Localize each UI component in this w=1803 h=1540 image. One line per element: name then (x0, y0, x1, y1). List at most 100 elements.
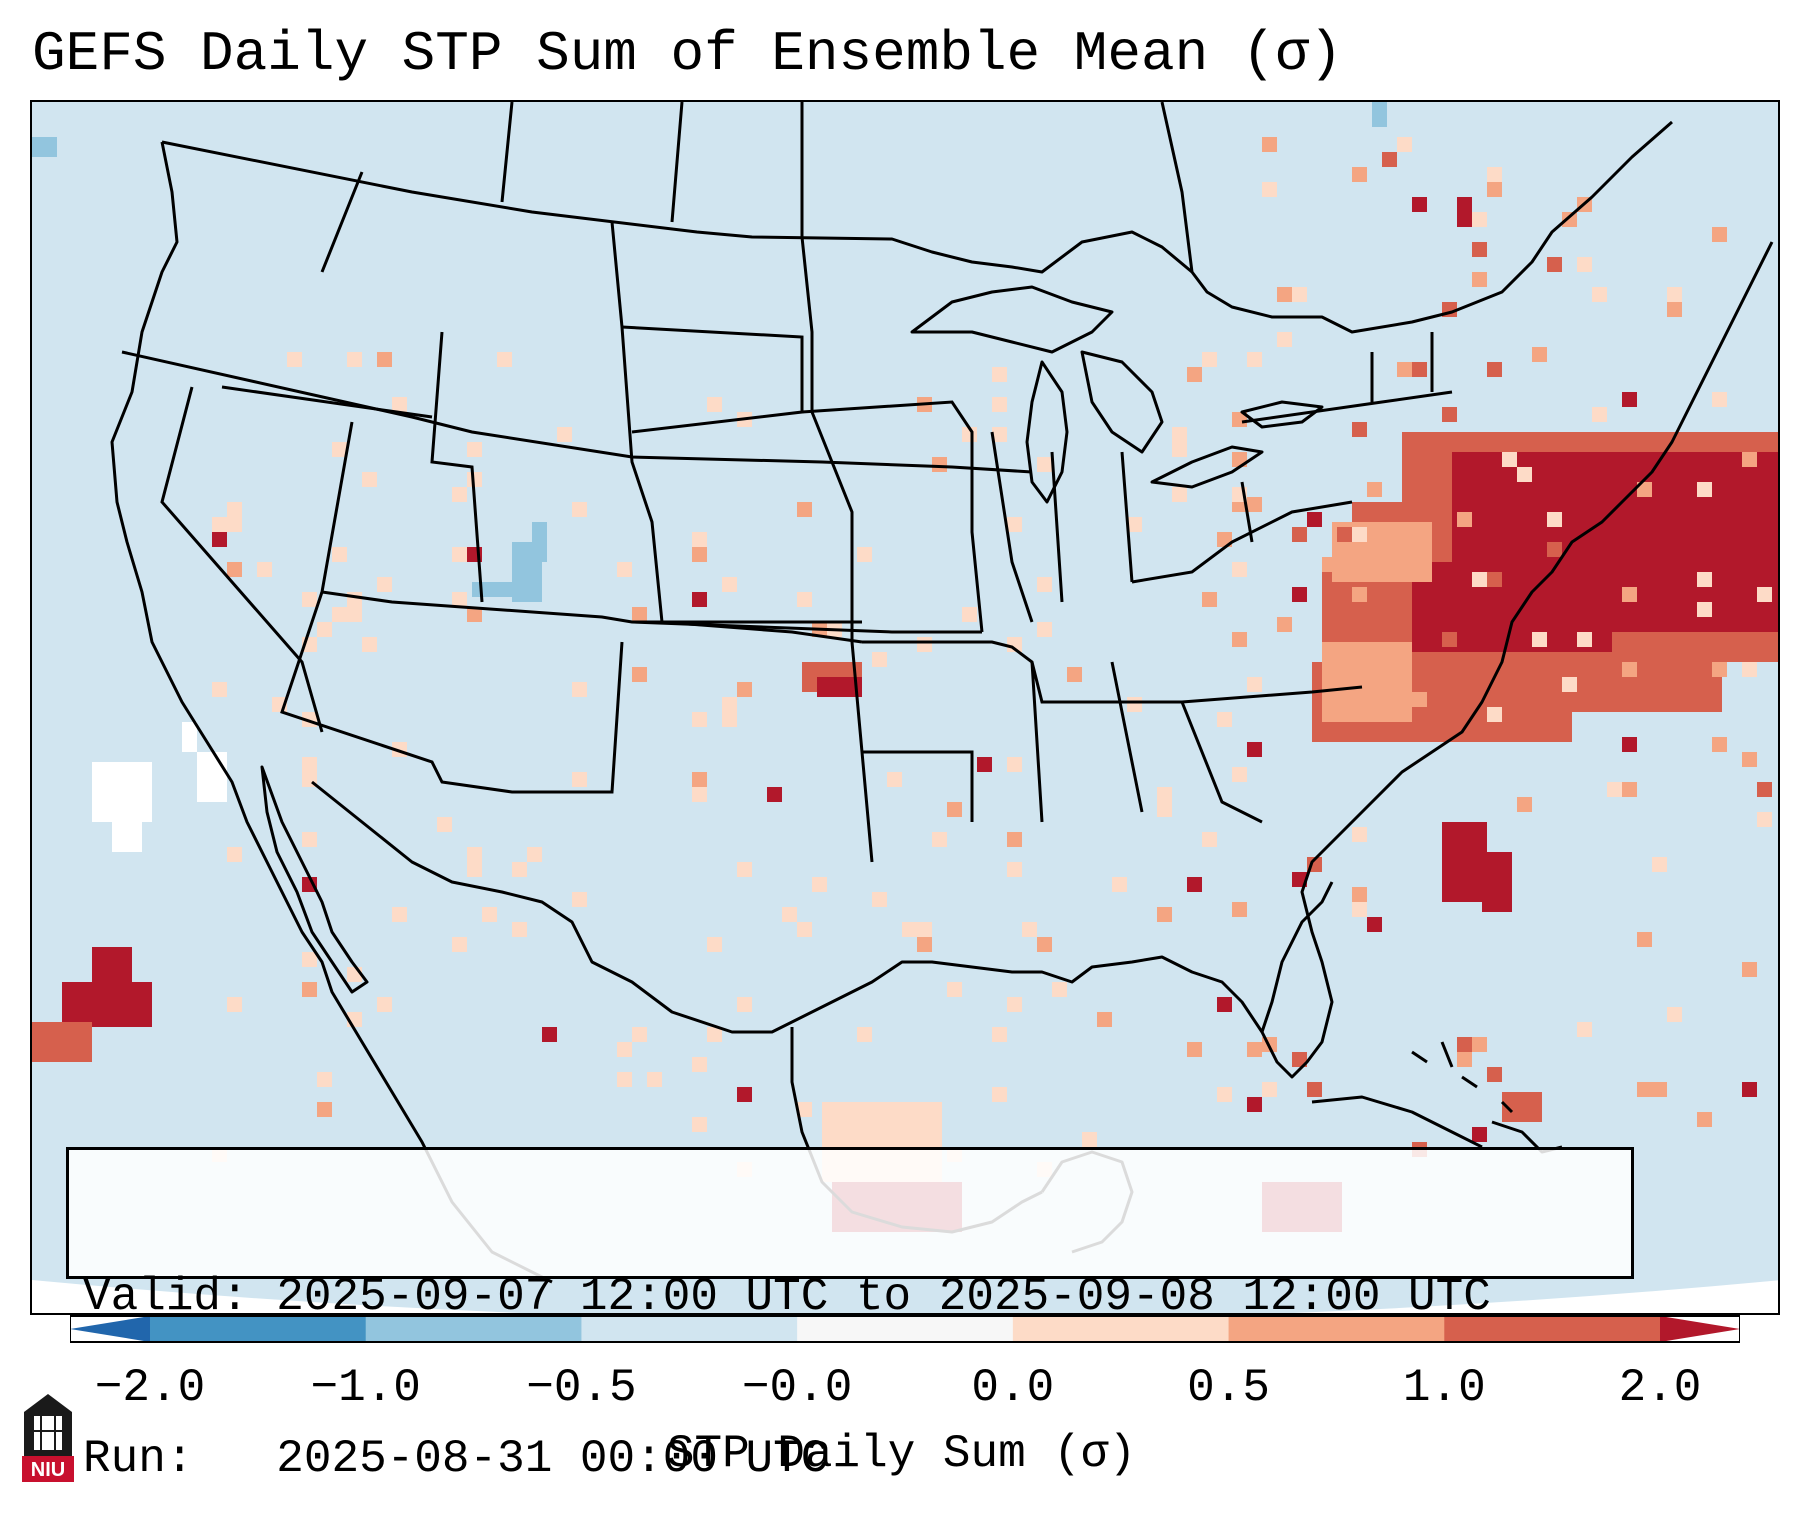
anomaly-cell (1157, 802, 1172, 817)
anomaly-cell (1487, 362, 1502, 377)
anomaly-cell (1742, 1082, 1757, 1097)
anomaly-cell (1697, 572, 1712, 587)
anomaly-cell (317, 622, 332, 637)
anomaly-cell (1157, 787, 1172, 802)
anomaly-cell (1712, 662, 1727, 677)
anomaly-cell (1652, 1082, 1667, 1097)
anomaly-cell (617, 1072, 632, 1087)
colorado-negative (472, 582, 517, 597)
anomaly-cell (872, 892, 887, 907)
anomaly-cell (737, 997, 752, 1012)
anomaly-cell (1577, 257, 1592, 272)
anomaly-cell (1202, 352, 1217, 367)
anomaly-cell (1232, 632, 1247, 647)
anomaly-cell (1367, 542, 1382, 557)
anomaly-cell (1472, 1037, 1487, 1052)
lake-ontario (1240, 400, 1324, 429)
pacific-near-zero (197, 752, 227, 802)
anomaly-cell (302, 832, 317, 847)
anomaly-cell (347, 592, 362, 607)
anomaly-cell (1532, 347, 1547, 362)
anomaly-cell (1187, 877, 1202, 892)
pacific-near-zero (182, 722, 197, 752)
border-dakotas (621, 325, 804, 434)
anomaly-cell (1007, 862, 1022, 877)
anomaly-cell (1172, 427, 1187, 442)
anomaly-cell (1622, 662, 1637, 677)
colorbar-bins (150, 1316, 1661, 1342)
border-midwest (990, 431, 1134, 623)
logo-transom (34, 1430, 62, 1432)
anomaly-cell (227, 847, 242, 862)
anomaly-cell (1157, 907, 1172, 922)
anomaly-cell (1247, 742, 1262, 757)
anomaly-cell (1457, 1052, 1472, 1067)
anomaly-cell (512, 922, 527, 937)
anomaly-cell (467, 607, 482, 622)
anomaly-cell (572, 682, 587, 697)
anomaly-cell (332, 442, 347, 457)
anomaly-cell (992, 1087, 1007, 1102)
anomaly-cell (1292, 527, 1307, 542)
anomaly-cell (302, 952, 317, 967)
anomaly-cell (992, 427, 1007, 442)
anomaly-cell (1352, 902, 1367, 917)
atlantic-anomaly-south (1442, 822, 1487, 902)
anomaly-cell (962, 607, 977, 622)
anomaly-cell (1487, 167, 1502, 182)
anomaly-cell (1232, 767, 1247, 782)
anomaly-cell (917, 637, 932, 652)
anomaly-cell (392, 907, 407, 922)
pacific-anomaly-edge (32, 1022, 92, 1062)
anomaly-cell (992, 1027, 1007, 1042)
pacific-anomaly (92, 947, 132, 987)
anomaly-cell (1052, 982, 1067, 997)
anomaly-cell (872, 652, 887, 667)
stp-anomaly-map (32, 102, 1778, 1313)
anomaly-cell (1712, 227, 1727, 242)
anomaly-cell (377, 352, 392, 367)
anomaly-cell (1712, 392, 1727, 407)
anomaly-cell (1547, 512, 1562, 527)
colorbar-tick-label: 2.0 (1618, 1362, 1702, 1414)
anomaly-cell (1037, 622, 1052, 637)
anomaly-cell (932, 832, 947, 847)
colorbar-over-arrow (1660, 1316, 1740, 1342)
anomaly-cell (722, 712, 737, 727)
anomaly-cell (1262, 182, 1277, 197)
anomaly-cell (1562, 677, 1577, 692)
anomaly-cell (947, 982, 962, 997)
anomaly-cell (1292, 587, 1307, 602)
anomaly-cell (332, 547, 347, 562)
colorbar-bin (797, 1316, 1014, 1342)
anomaly-cell (1217, 997, 1232, 1012)
colorbar-tick-label: −0.0 (741, 1362, 853, 1414)
map-title: GEFS Daily STP Sum of Ensemble Mean (σ) (32, 22, 1343, 86)
colorbar-bin (581, 1316, 798, 1342)
anomaly-cell (227, 997, 242, 1012)
anomaly-cell (1217, 1087, 1232, 1102)
anomaly-cell (227, 517, 242, 532)
anomaly-cell (1577, 632, 1592, 647)
colorbar-bin (1228, 1316, 1445, 1342)
anomaly-cell (1472, 1127, 1487, 1142)
anomaly-cell (1022, 922, 1037, 937)
anomaly-cell (1487, 1067, 1502, 1082)
anomaly-cell (1622, 587, 1637, 602)
anomaly-cell (1457, 212, 1472, 227)
anomaly-cell (1697, 602, 1712, 617)
anomaly-cell (377, 577, 392, 592)
border-ia-il (801, 400, 984, 633)
oklahoma-anomaly-core (817, 677, 862, 697)
border-new-england (1241, 332, 1453, 424)
anomaly-cell (1247, 1097, 1262, 1112)
anomaly-cell (1622, 782, 1637, 797)
anomaly-cell (1007, 637, 1022, 652)
anomaly-cell (1412, 692, 1427, 707)
anomaly-cell (1547, 542, 1562, 557)
anomaly-cell (302, 592, 317, 607)
pacific-anomaly (62, 982, 152, 1027)
anomaly-cell (647, 1072, 662, 1087)
anomaly-cell (467, 472, 482, 487)
anomaly-cell (302, 982, 317, 997)
